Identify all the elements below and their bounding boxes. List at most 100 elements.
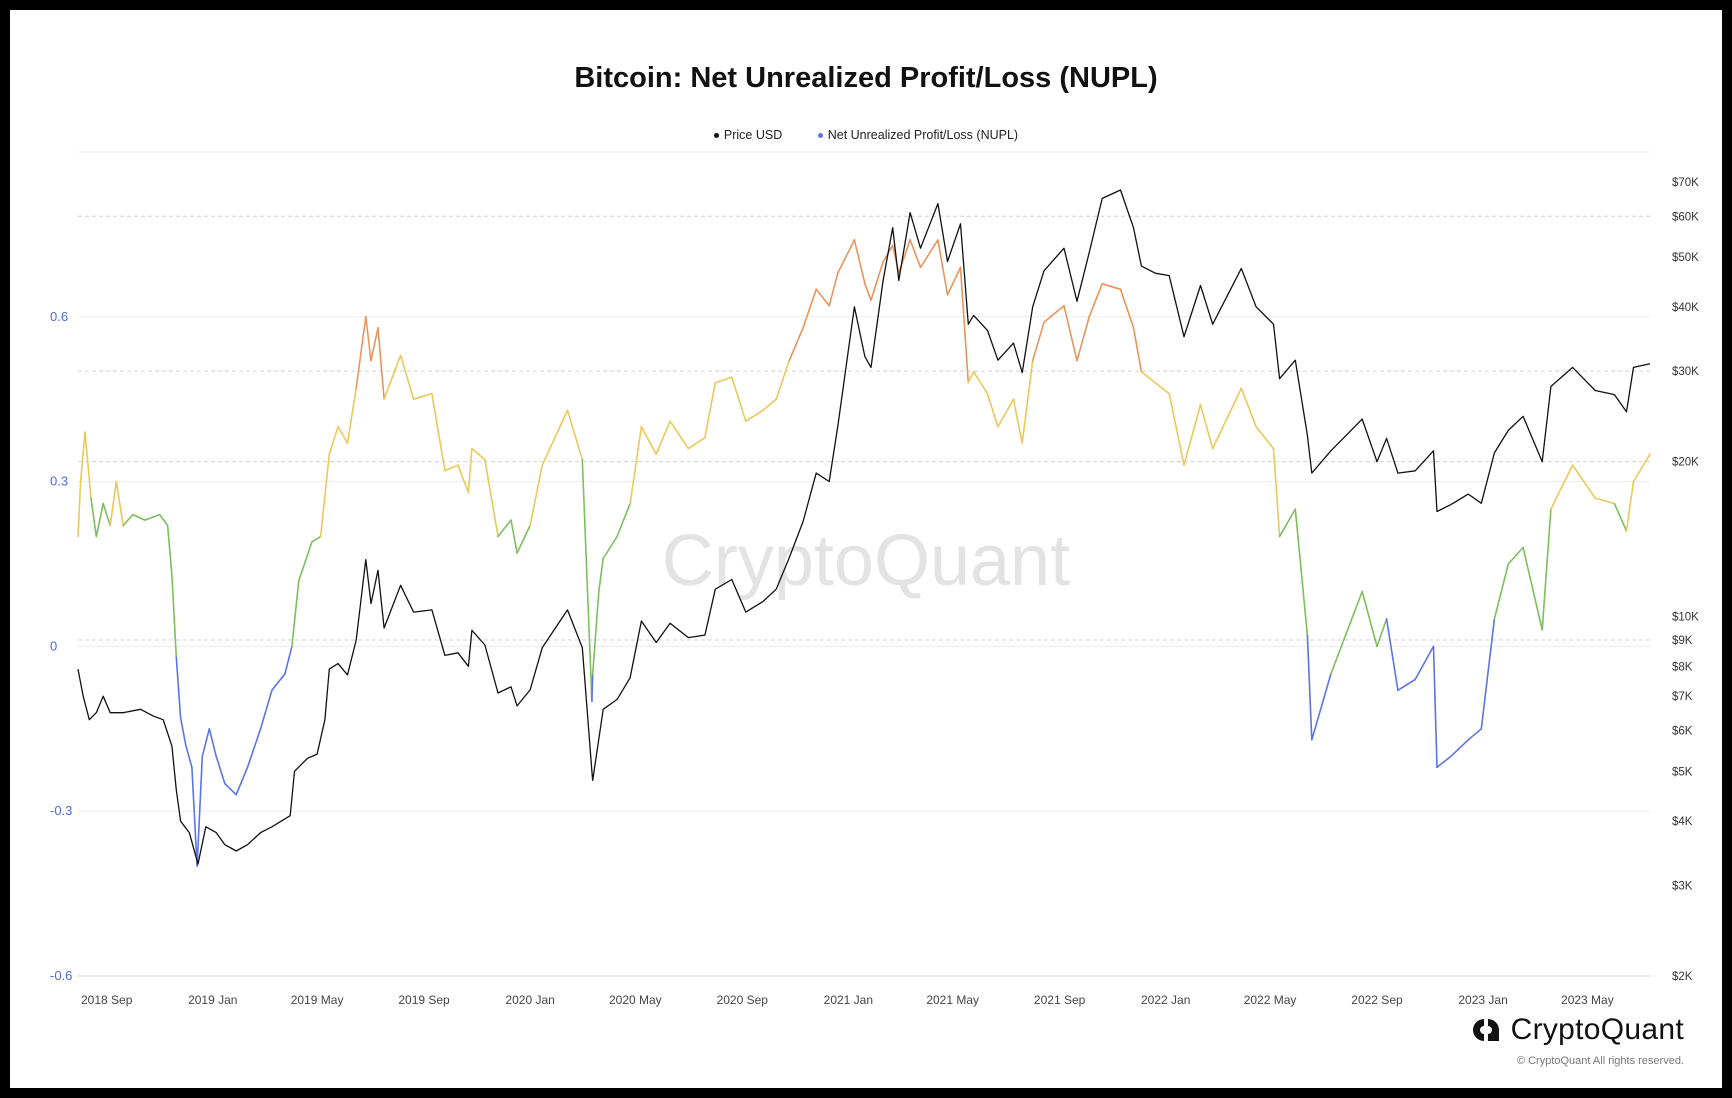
nupl-segment-34: [346, 387, 358, 444]
nupl-segment-132: [1613, 502, 1628, 532]
nupl-segment-118: [1397, 678, 1416, 692]
right-tick-label-0: $2K: [1672, 971, 1693, 983]
nupl-series: [77, 239, 1651, 867]
nupl-segment-94: [1043, 304, 1065, 324]
nupl-segment-30: [311, 535, 322, 543]
price-series: [77, 189, 1651, 865]
nupl-segment-70: [775, 359, 791, 401]
nupl-segment-59: [616, 502, 631, 538]
nupl-segment-61: [640, 425, 658, 455]
legend-label-nupl: Net Unrealized Profit/Loss (NUPL): [827, 128, 1019, 142]
nupl-segment-22: [224, 782, 237, 796]
nupl-segment-67: [730, 376, 747, 423]
nupl-segment-115: [1361, 590, 1378, 648]
nupl-segment-113: [1311, 673, 1332, 741]
nupl-segment-120: [1432, 645, 1438, 769]
legend-dot-nupl: [817, 133, 823, 139]
nupl-segment-119: [1414, 645, 1435, 681]
nupl-segment-122: [1450, 738, 1470, 758]
nupl-segment-50: [516, 524, 531, 554]
nupl-segment-57: [597, 557, 605, 593]
nupl-segment-85: [946, 266, 962, 296]
x-tick-label-12: 2022 Sep: [1351, 993, 1403, 1007]
right-tick-label-4: $6K: [1672, 726, 1693, 738]
nupl-segment-31: [319, 453, 331, 538]
nupl-segment-128: [1541, 508, 1552, 631]
nupl-segment-45: [467, 447, 473, 494]
legend-item-price[interactable]: Price USD: [713, 128, 783, 142]
nupl-segment-123: [1467, 727, 1483, 741]
nupl-segment-43: [444, 464, 459, 472]
nupl-segment-41: [412, 392, 433, 401]
nupl-segment-15: [179, 716, 187, 747]
nupl-segment-47: [484, 458, 499, 538]
nupl-segment-64: [687, 436, 706, 450]
nupl-segment-96: [1076, 315, 1090, 362]
nupl-segment-74: [828, 272, 839, 307]
nupl-segment-38: [377, 326, 385, 401]
x-tick-label-4: 2020 Jan: [505, 993, 554, 1007]
nupl-segment-44: [457, 464, 470, 494]
x-tick-label-8: 2021 May: [926, 993, 979, 1007]
nupl-segment-134: [1632, 453, 1651, 483]
nupl-segment-112: [1306, 634, 1313, 741]
nupl-segment-133: [1625, 480, 1635, 532]
nupl-segment-108: [1255, 425, 1275, 450]
nupl-segment-87: [967, 370, 975, 384]
nupl-segment-54: [581, 458, 593, 703]
nupl-segment-89: [986, 392, 999, 428]
nupl-segment-117: [1385, 618, 1399, 692]
nupl-segment-48: [497, 519, 512, 538]
nupl-segment-24: [246, 727, 262, 769]
nupl-segment-69: [762, 398, 778, 412]
nupl-segment-33: [337, 425, 349, 444]
nupl-segment-6: [109, 480, 118, 527]
nupl-segment-16: [185, 744, 193, 769]
right-tick-label-1: $3K: [1672, 880, 1693, 892]
x-tick-label-6: 2020 Sep: [717, 993, 769, 1007]
nupl-segment-121: [1436, 755, 1452, 769]
nupl-segment-92: [1021, 359, 1034, 444]
nupl-segment-13: [171, 574, 178, 659]
nupl-segment-55: [591, 673, 594, 703]
right-tick-label-8: $10K: [1672, 611, 1699, 623]
nupl-segment-127: [1522, 546, 1543, 631]
right-tick-label-5: $7K: [1672, 691, 1693, 703]
nupl-segment-98: [1101, 282, 1122, 291]
chart-title: Bitcoin: Net Unrealized Profit/Loss (NUP…: [574, 62, 1158, 94]
x-tick-label-9: 2021 Sep: [1034, 993, 1086, 1007]
price-line-path: [77, 189, 1651, 865]
nupl-segment-18: [196, 755, 204, 867]
nupl-segment-130: [1571, 464, 1596, 499]
nupl-segment-78: [870, 261, 884, 302]
right-tick-label-9: $20K: [1672, 457, 1699, 469]
nupl-segment-97: [1088, 282, 1103, 318]
nupl-segment-9: [132, 513, 146, 521]
nupl-segment-37: [370, 326, 379, 362]
legend-item-nupl[interactable]: Net Unrealized Profit/Loss (NUPL): [817, 128, 1019, 142]
nupl-segment-71: [788, 326, 804, 362]
nupl-chart-plot: CryptoQuant 0.6 0.3 0 -0.3 -0.6 $2K $3K $4K $5K…: [50, 151, 1699, 1007]
legend-label-price: Price USD: [723, 128, 783, 142]
left-tick-label-4: -0.6: [50, 968, 72, 983]
right-tick-label-14: $70K: [1672, 177, 1699, 189]
nupl-segment-60: [629, 425, 643, 505]
nupl-segment-110: [1278, 508, 1297, 538]
legend: Price USD Net Unrealized Profit/Loss (NU…: [10, 128, 1722, 142]
right-tick-label-13: $60K: [1672, 211, 1699, 223]
right-tick-label-7: $9K: [1672, 635, 1693, 647]
nupl-segment-102: [1154, 381, 1170, 395]
nupl-segment-131: [1594, 497, 1616, 505]
right-tick-label-6: $8K: [1672, 661, 1693, 673]
left-tick-label-3: -0.3: [50, 803, 72, 818]
copyright: © CryptoQuant All rights reserved.: [1516, 1055, 1684, 1067]
right-tick-label-3: $5K: [1672, 766, 1693, 778]
chart-frame: Bitcoin: Net Unrealized Profit/Loss (NUP…: [10, 10, 1722, 1088]
nupl-segment-28: [291, 579, 300, 648]
nupl-segment-65: [704, 381, 717, 439]
nupl-segment-1: [79, 431, 86, 483]
x-tick-label-5: 2020 May: [609, 993, 662, 1007]
x-tick-label-2: 2019 May: [291, 993, 344, 1007]
nupl-segment-77: [864, 282, 872, 302]
nupl-segment-114: [1330, 590, 1363, 675]
